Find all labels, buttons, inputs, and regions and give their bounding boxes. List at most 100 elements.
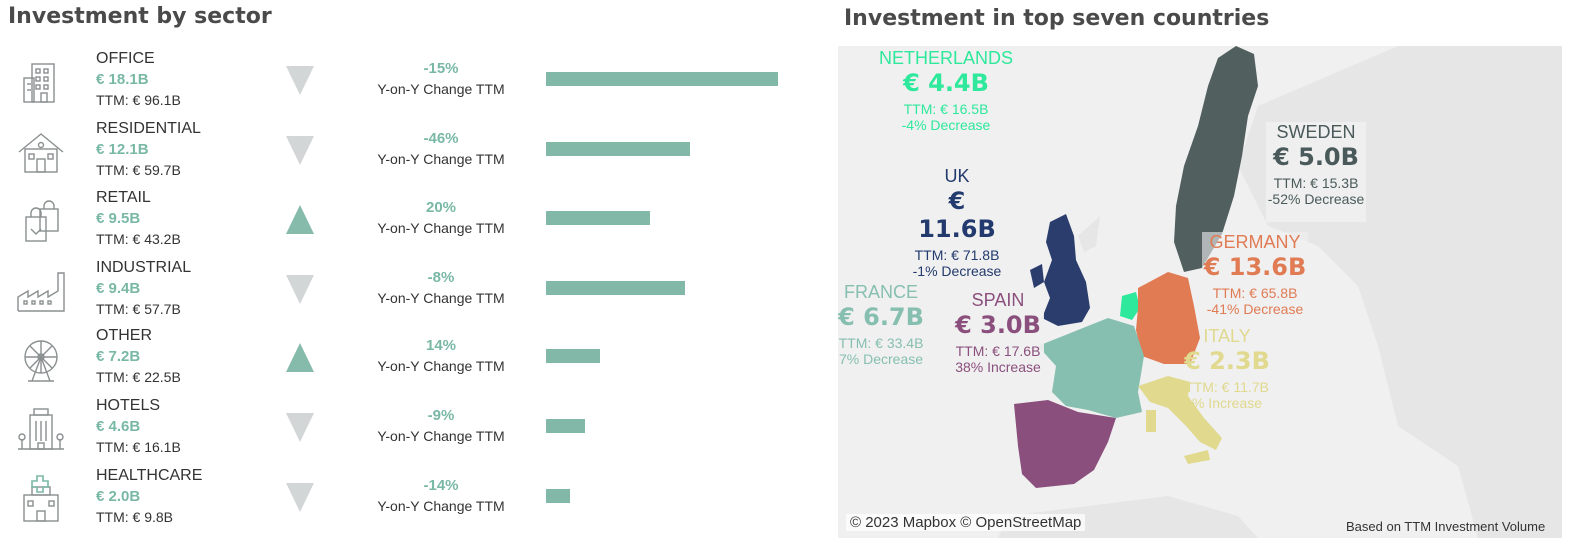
- change-down-arrow-icon: [286, 66, 314, 95]
- ttm-bar[interactable]: [546, 72, 778, 86]
- ttm-bar[interactable]: [546, 142, 690, 156]
- sector-ttm: TTM: € 16.1B: [96, 439, 181, 455]
- house-icon: [16, 128, 66, 176]
- country-label-germany[interactable]: GERMANY € 13.6B TTM: € 65.8B -41% Decrea…: [1202, 232, 1308, 332]
- change-down-arrow-icon: [286, 413, 314, 442]
- country-shape-netherlands[interactable]: [1120, 292, 1140, 320]
- change-label: Y-on-Y Change TTM: [377, 498, 505, 514]
- sector-value: € 2.0B: [96, 488, 141, 505]
- office-building-icon: [16, 58, 66, 106]
- country-name: GERMANY: [1209, 232, 1301, 252]
- country-shape-italy-sardinia[interactable]: [1146, 410, 1156, 432]
- change-label: Y-on-Y Change TTM: [377, 358, 505, 374]
- country-ttm: TTM: € 15.3B: [1273, 175, 1359, 191]
- country-name: FRANCE: [843, 282, 918, 302]
- country-shape-france[interactable]: [1038, 318, 1144, 418]
- country-ttm: TTM: € 65.8B: [1212, 285, 1298, 301]
- sector-ttm: TTM: € 43.2B: [96, 231, 181, 247]
- sector-row-office[interactable]: OFFICE € 18.1B TTM: € 96.1B -15% Y-on-Y …: [0, 50, 820, 118]
- change-label: Y-on-Y Change TTM: [377, 151, 505, 167]
- country-change: -52% Decrease: [1267, 191, 1365, 207]
- country-value: € 3.0B: [955, 311, 1041, 339]
- country-shape-germany[interactable]: [1136, 272, 1200, 364]
- map-attribution-link[interactable]: © 2023 Mapbox © OpenStreetMap: [846, 514, 1086, 531]
- change-percent: -8%: [427, 269, 455, 286]
- country-shape-uk[interactable]: [1042, 214, 1090, 326]
- country-label-uk[interactable]: UK € 11.6B TTM: € 71.8B -1% Decrease: [910, 164, 1004, 279]
- country-name: UK: [944, 166, 970, 186]
- country-label-spain[interactable]: SPAIN € 3.0B TTM: € 17.6B 38% Increase: [952, 288, 1044, 390]
- shopping-bag-icon: [16, 197, 66, 245]
- country-change: 38% Increase: [955, 359, 1041, 375]
- sector-row-hotels[interactable]: HOTELS € 4.6B TTM: € 16.1B -9% Y-on-Y Ch…: [0, 397, 820, 465]
- country-ttm: TTM: € 33.4B: [838, 335, 924, 351]
- country-shape-uk-ni[interactable]: [1030, 264, 1044, 288]
- ttm-bar[interactable]: [546, 211, 650, 225]
- sector-row-residential[interactable]: RESIDENTIAL € 12.1B TTM: € 59.7B -46% Y-…: [0, 120, 820, 188]
- sector-name: RESIDENTIAL: [96, 120, 201, 137]
- country-value: € 11.6B: [918, 187, 996, 243]
- sector-value: € 18.1B: [96, 71, 149, 88]
- country-name: NETHERLANDS: [878, 48, 1014, 68]
- country-value: € 2.3B: [1184, 347, 1270, 375]
- country-shape-sweden[interactable]: [1174, 46, 1258, 272]
- change-percent: -15%: [423, 60, 459, 77]
- change-percent: -9%: [427, 407, 455, 424]
- country-ttm: TTM: € 16.5B: [903, 101, 989, 117]
- ttm-bar[interactable]: [546, 489, 570, 503]
- country-label-sweden[interactable]: SWEDEN € 5.0B TTM: € 15.3B -52% Decrease: [1266, 122, 1366, 222]
- change-percent: 20%: [425, 199, 457, 216]
- country-shape-spain[interactable]: [1014, 400, 1116, 488]
- hospital-icon: [16, 475, 66, 523]
- change-percent: 14%: [425, 337, 457, 354]
- change-label: Y-on-Y Change TTM: [377, 81, 505, 97]
- sector-row-other[interactable]: OTHER € 7.2B TTM: € 22.5B 14% Y-on-Y Cha…: [0, 327, 820, 395]
- country-ttm: TTM: € 11.7B: [1185, 379, 1269, 395]
- sector-section-title: Investment by sector: [8, 4, 272, 29]
- ferris-wheel-icon: [16, 335, 66, 383]
- country-shape-italy[interactable]: [1138, 376, 1222, 450]
- country-label-france[interactable]: FRANCE € 6.7B TTM: € 33.4B 7% Decrease: [838, 280, 924, 380]
- sector-name: OFFICE: [96, 50, 155, 67]
- country-ttm: TTM: € 71.8B: [914, 247, 1000, 263]
- ttm-bar[interactable]: [546, 281, 685, 295]
- sector-value: € 9.5B: [96, 210, 141, 227]
- country-ttm: TTM: € 17.6B: [955, 343, 1041, 359]
- change-percent: -46%: [423, 130, 459, 147]
- country-section-title: Investment in top seven countries: [844, 6, 1270, 31]
- change-label: Y-on-Y Change TTM: [377, 290, 505, 306]
- sector-value: € 12.1B: [96, 141, 149, 158]
- sector-ttm: TTM: € 9.8B: [96, 509, 174, 525]
- country-change: % Increase: [1191, 395, 1263, 411]
- sector-row-retail[interactable]: RETAIL € 9.5B TTM: € 43.2B 20% Y-on-Y Ch…: [0, 189, 820, 257]
- change-up-arrow-icon: [286, 343, 314, 372]
- country-name: SWEDEN: [1276, 122, 1356, 142]
- country-shape-italy-sicily[interactable]: [1184, 450, 1210, 464]
- sector-row-healthcare[interactable]: HEALTHCARE € 2.0B TTM: € 9.8B -14% Y-on-…: [0, 467, 820, 535]
- sector-ttm: TTM: € 59.7B: [96, 162, 181, 178]
- sector-value: € 9.4B: [96, 280, 141, 297]
- sector-ttm: TTM: € 22.5B: [96, 369, 181, 385]
- country-label-italy[interactable]: ITALY € 2.3B TTM: € 11.7B % Increase: [1182, 326, 1272, 426]
- sector-name: HOTELS: [96, 397, 161, 414]
- sector-ttm: TTM: € 57.7B: [96, 301, 181, 317]
- sector-value: € 4.6B: [96, 418, 141, 435]
- country-value: € 5.0B: [1273, 143, 1359, 171]
- hotel-icon: [16, 405, 66, 453]
- change-down-arrow-icon: [286, 483, 314, 512]
- sector-row-industrial[interactable]: INDUSTRIAL € 9.4B TTM: € 57.7B -8% Y-on-…: [0, 259, 820, 327]
- map-basis-note: Based on TTM Investment Volume: [1346, 519, 1546, 534]
- country-name: SPAIN: [971, 290, 1025, 310]
- europe-map[interactable]: NETHERLANDS € 4.4B TTM: € 16.5B -4% Decr…: [838, 46, 1562, 538]
- ttm-bar[interactable]: [546, 419, 585, 433]
- country-label-netherlands[interactable]: NETHERLANDS € 4.4B TTM: € 16.5B -4% Decr…: [876, 46, 1016, 148]
- change-label: Y-on-Y Change TTM: [377, 220, 505, 236]
- sector-name: RETAIL: [96, 189, 151, 206]
- ttm-bar[interactable]: [546, 349, 600, 363]
- change-label: Y-on-Y Change TTM: [377, 428, 505, 444]
- country-value: € 6.7B: [838, 303, 924, 331]
- country-change: -4% Decrease: [901, 117, 991, 133]
- change-down-arrow-icon: [286, 136, 314, 165]
- change-up-arrow-icon: [286, 205, 314, 234]
- country-change: -1% Decrease: [912, 263, 1002, 279]
